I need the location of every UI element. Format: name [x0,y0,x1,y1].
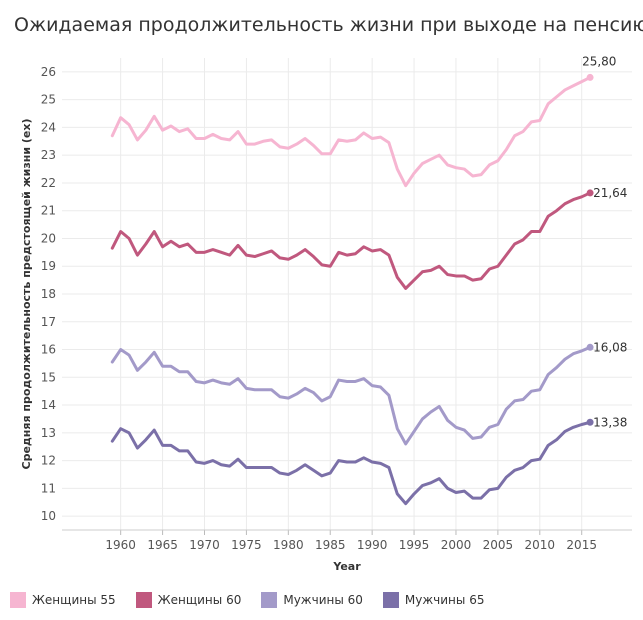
y-tick-label: 12 [41,454,56,468]
series-line-2 [110,345,592,446]
legend-label: Мужчины 60 [283,593,363,607]
y-axis-title: Средняя продолжительность предстоящей жи… [20,118,33,469]
legend-label: Женщины 60 [157,593,242,607]
legend-label: Мужчины 65 [404,593,485,607]
y-tick-label: 26 [41,65,56,79]
y-tick-label: 19 [41,259,56,273]
end-labels: 25,80 21,64 16,08 13,38 [582,54,627,429]
end-point-1 [586,189,594,197]
legend-swatch [10,592,26,608]
legend-swatch [261,592,278,608]
x-tick-label: 1960 [105,538,136,552]
legend-swatch [382,592,399,608]
x-tick-label: 2000 [441,538,472,552]
y-tick-label: 14 [41,398,56,412]
y-tick-label: 16 [41,343,56,357]
x-axis-title: Year [332,560,361,573]
legend: Женщины 55 Женщины 60 Мужчины 60 Мужчины 65 [10,592,504,608]
y-tick-label: 24 [41,120,56,134]
chart-title: Ожидаемая продолжительность жизни при вы… [14,14,643,36]
legend-item-0: Женщины 55 [10,592,116,608]
legend-item-1: Женщины 60 [135,592,242,608]
series-line-3 [110,420,592,506]
x-tick-label: 1990 [357,538,388,552]
end-point-0 [586,73,594,81]
y-tick-label: 23 [41,148,56,162]
series-line-1 [110,191,592,290]
y-tick-label: 17 [41,315,56,329]
legend-label: Женщины 55 [32,593,116,607]
x-tick-label: 1985 [315,538,346,552]
end-value-label-3: 13,38 [593,415,627,429]
y-tick-label: 11 [41,481,56,495]
y-tick-label: 21 [41,204,56,218]
x-tick-label: 1975 [231,538,262,552]
y-tick-label: 13 [41,426,56,440]
y-tick-label: 20 [41,231,56,245]
end-point-2 [586,343,594,351]
y-tick-label: 15 [41,370,56,384]
x-tick-label: 2010 [525,538,556,552]
end-value-label-1: 21,64 [593,186,627,200]
y-tick-label: 25 [41,93,56,107]
end-value-label-2: 16,08 [593,340,627,354]
x-tick-label: 1970 [189,538,220,552]
legend-item-3: Мужчины 65 [382,592,485,608]
end-point-3 [586,418,594,426]
x-tick-label: 2005 [483,538,514,552]
x-tick-label: 2015 [566,538,597,552]
y-tick-label: 22 [41,176,56,190]
gridlines [62,58,632,530]
x-tick-label: 1995 [399,538,430,552]
legend-swatch [135,592,152,608]
series-line-0 [110,75,592,188]
series-lines [110,75,592,506]
end-value-label-0: 25,80 [582,54,616,68]
x-tick-label: 1965 [147,538,178,552]
legend-item-2: Мужчины 60 [261,592,363,608]
x-axis-ticks: 1960 1965 1970 1975 1980 1985 1990 1995 2000 2005… [62,529,632,552]
x-tick-label: 1980 [273,538,304,552]
y-axis-ticks: 10 11 12 13 14 15 16 17 18 19 20 21 22 23 24 25 26 [41,65,56,523]
y-tick-label: 18 [41,287,56,301]
y-tick-label: 10 [41,509,56,523]
